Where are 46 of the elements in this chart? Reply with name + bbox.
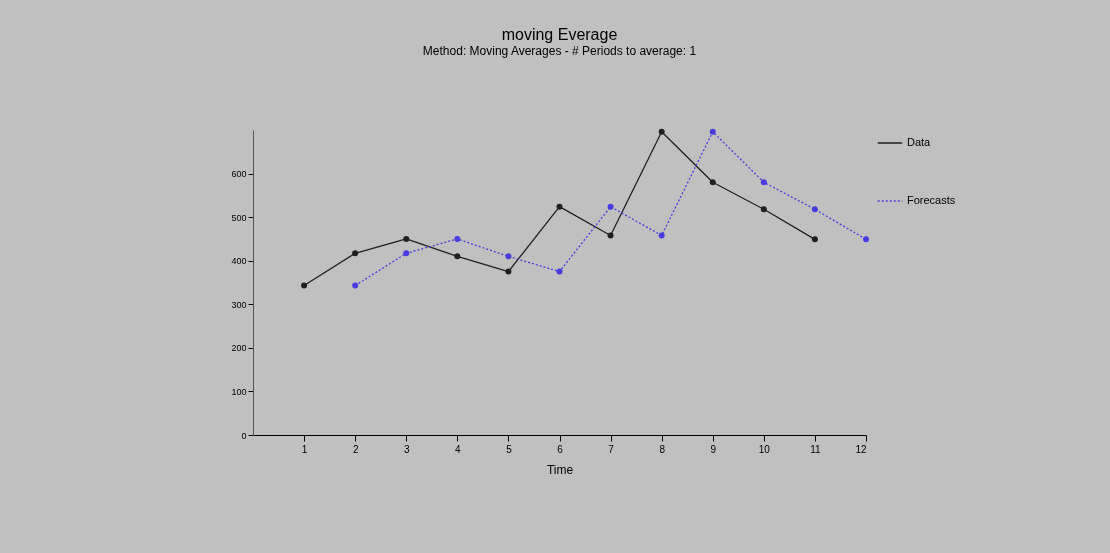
point bbox=[607, 232, 614, 239]
x-tick-label: 7 bbox=[608, 443, 615, 455]
point bbox=[658, 128, 665, 135]
point bbox=[709, 179, 716, 186]
x-tick-label: 9 bbox=[710, 443, 717, 455]
point bbox=[403, 250, 410, 257]
point bbox=[760, 206, 767, 213]
x-tick-label: 3 bbox=[403, 443, 410, 455]
y-tick-label: 600 bbox=[231, 169, 247, 180]
x-tick-label: 8 bbox=[659, 443, 666, 455]
point bbox=[403, 235, 410, 242]
x-tick-label: 2 bbox=[352, 443, 359, 455]
point bbox=[352, 282, 359, 289]
point bbox=[811, 206, 818, 213]
point bbox=[863, 236, 869, 243]
point bbox=[505, 268, 512, 275]
point bbox=[301, 282, 308, 289]
point bbox=[556, 203, 563, 210]
point bbox=[760, 179, 767, 186]
point bbox=[454, 235, 461, 242]
y-tick-label: 200 bbox=[231, 343, 247, 354]
x-tick-label: 12 bbox=[855, 443, 867, 455]
point bbox=[505, 253, 512, 260]
x-tick-label: 5 bbox=[506, 443, 513, 455]
chart-title: moving Everage bbox=[501, 25, 618, 43]
x-tick-label: 6 bbox=[557, 443, 564, 455]
y-tick-label: 300 bbox=[231, 299, 247, 310]
chart-subtitle: Method: Moving Averages - # Periods to average: 1 bbox=[422, 43, 697, 58]
point bbox=[607, 203, 614, 210]
x-tick-label: 4 bbox=[455, 443, 462, 455]
legend-label: Data bbox=[907, 136, 932, 148]
point bbox=[454, 253, 461, 260]
point bbox=[709, 128, 716, 135]
x-tick-label: 1 bbox=[301, 443, 308, 455]
y-tick-label: 400 bbox=[231, 256, 247, 267]
legend-label: Forecasts bbox=[907, 194, 956, 206]
x-tick-label: 10 bbox=[758, 443, 771, 455]
point bbox=[556, 268, 563, 275]
y-tick-label: 100 bbox=[231, 386, 247, 397]
y-tick-label: 0 bbox=[241, 430, 247, 441]
point bbox=[811, 236, 818, 243]
point bbox=[658, 232, 665, 239]
point bbox=[352, 250, 359, 257]
x-axis-title: Time bbox=[546, 462, 574, 477]
x-tick-label: 11 bbox=[810, 443, 822, 455]
y-tick-label: 500 bbox=[231, 212, 247, 223]
